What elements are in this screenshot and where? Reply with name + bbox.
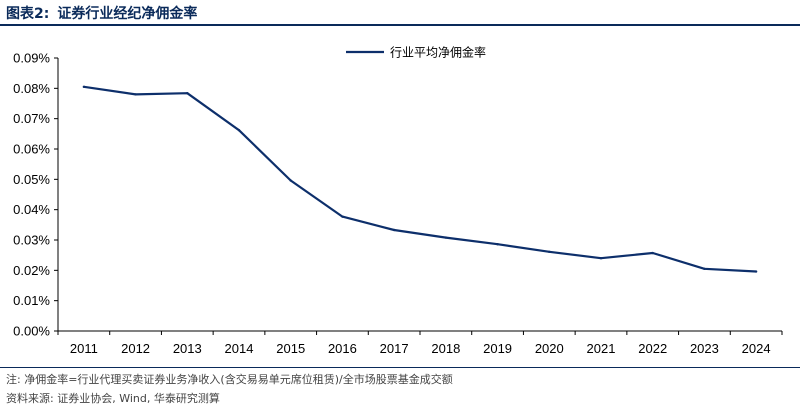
data-point [186,91,189,95]
y-tick-label: 0.09% [13,51,50,66]
y-tick-label: 0.04% [13,202,50,217]
data-point [134,93,137,96]
line-chart: 0.00% 0.01% 0.02% 0.03% 0.04% 0.05% 0.06% 0.07%… [13,45,783,356]
y-tick-label: 0.02% [13,263,50,278]
x-tick-label: 2014 [225,341,254,356]
data-point [237,128,241,132]
y-axis: 0.00% 0.01% 0.02% 0.03% 0.04% 0.05% 0.06% 0.07%… [13,51,59,339]
figure-title-text: 证券行业经纪净佣金率 [57,6,198,22]
x-tick-label: 2017 [380,341,409,356]
data-point [341,215,344,218]
x-tick-label: 2021 [587,341,616,356]
data-point [651,251,654,255]
footnote-source: 资料来源: 证券业协会, Wind, 华泰研究测算 [6,392,220,405]
data-point [496,243,499,246]
series-line [83,85,757,273]
x-tick-label: 2024 [742,341,771,356]
x-tick-label: 2018 [431,341,460,356]
y-tick-label: 0.06% [13,142,50,157]
data-point [703,267,706,271]
x-tick-label: 2023 [690,341,719,356]
y-tick-label: 0.01% [13,293,50,308]
x-tick-label: 2016 [328,341,357,356]
legend-label: 行业平均净佣金率 [390,45,486,60]
x-tick-label: 2013 [173,341,202,356]
y-tick-label: 0.08% [13,81,50,96]
y-tick-label: 0.00% [13,324,50,339]
y-tick-label: 0.07% [13,111,50,126]
x-tick-label: 2020 [535,341,564,356]
x-axis: 2011 2012 2013 2014 2015 2016 2017 2018 2019 2020… [57,330,783,356]
x-tick-label: 2011 [70,341,98,356]
x-tick-label: 2022 [638,341,667,356]
chart: 0.00% 0.01% 0.02% 0.03% 0.04% 0.05% 0.06% 0.07%… [0,26,800,367]
data-point [599,257,603,260]
legend: 行业平均净佣金率 [346,45,486,60]
y-tick-label: 0.03% [13,233,50,248]
bottom-rule [0,367,800,368]
footnote-definition: 注: 净佣金率=行业代理买卖证券业务净收入(含交易易单元席位租赁)/全市场股票基… [6,373,453,386]
figure-label: 图表2: [6,6,50,22]
x-tick-label: 2012 [121,341,150,356]
x-tick-label: 2019 [483,341,512,356]
data-point [289,179,292,182]
series-layer [82,85,758,273]
data-point [82,85,86,89]
data-point [548,250,551,254]
data-point [444,236,448,239]
y-tick-label: 0.05% [13,172,50,187]
top-rule [0,24,800,26]
figure-title: 图表2: 证券行业经纪净佣金率 [6,3,197,23]
x-tick-label: 2015 [276,341,305,356]
data-point [754,270,758,273]
data-point [392,228,396,232]
